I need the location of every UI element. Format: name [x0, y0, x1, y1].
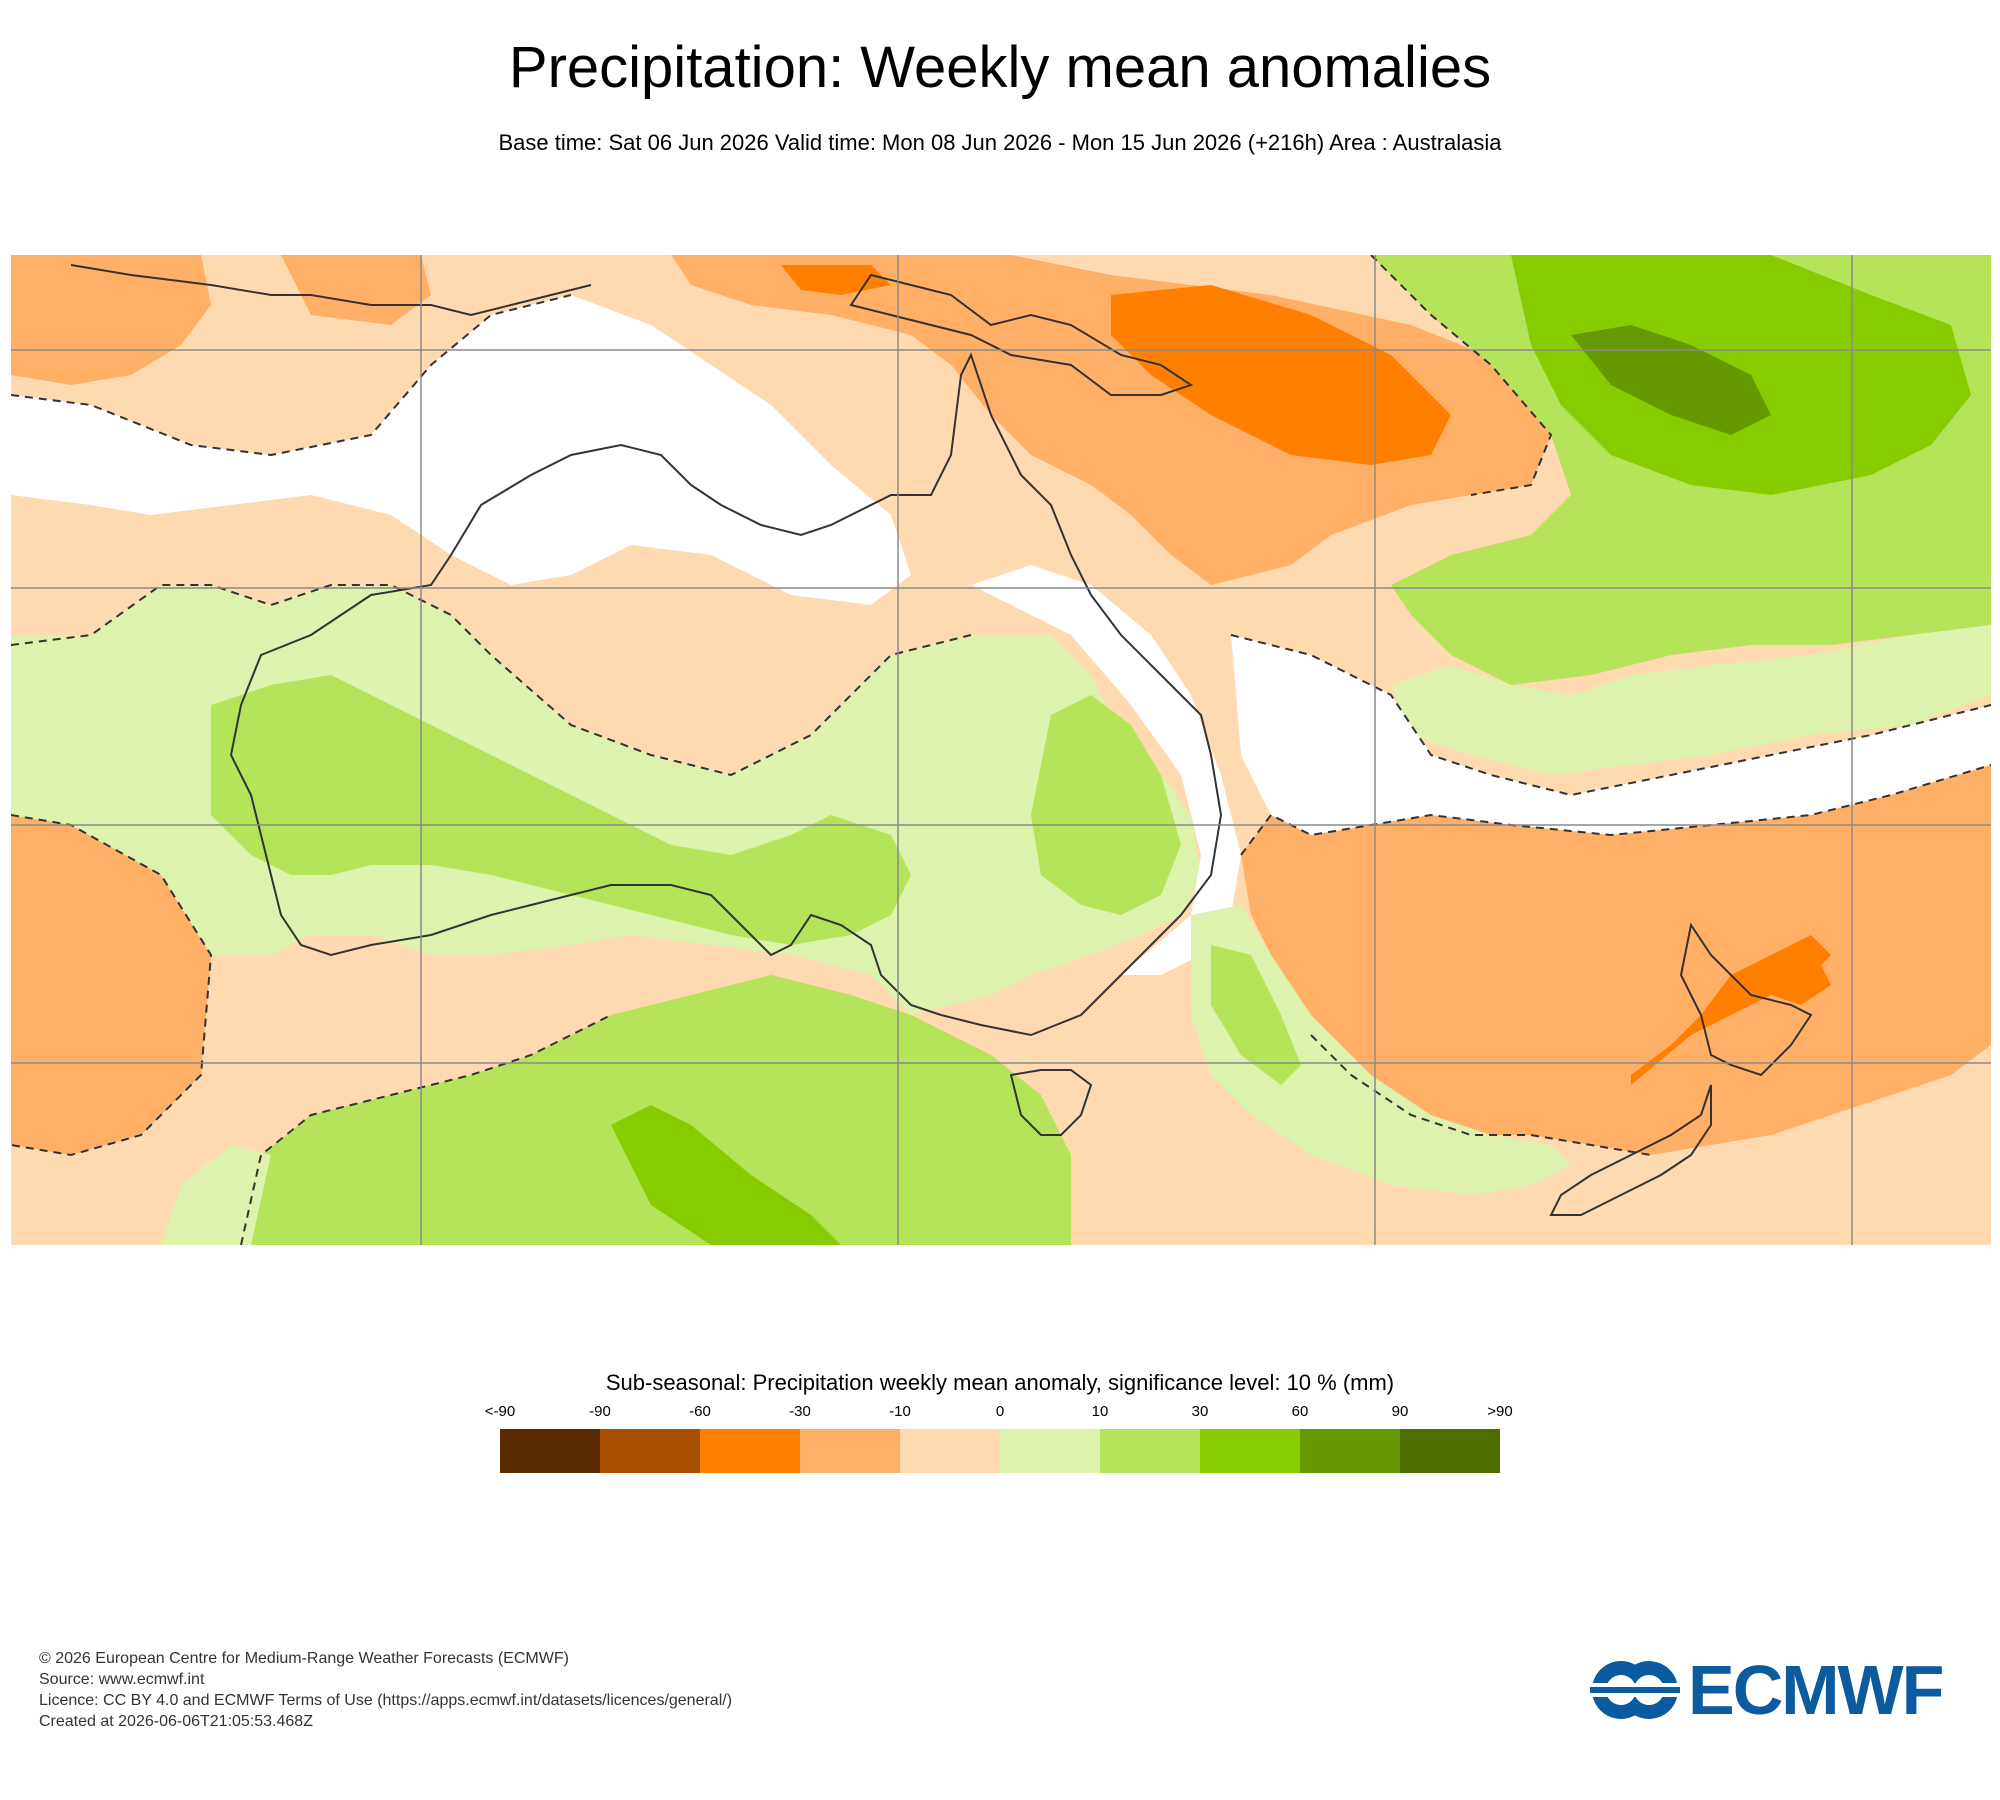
- gridlines: [11, 255, 1991, 1245]
- legend-swatch: [900, 1429, 1000, 1473]
- legend-tick-label: -30: [789, 1403, 811, 1420]
- legend-title: Sub-seasonal: Precipitation weekly mean …: [605, 1370, 1395, 1395]
- legend-swatch: [500, 1429, 600, 1473]
- copyright-text: © 2026 European Centre for Medium-Range …: [39, 1650, 569, 1667]
- legend-swatch: [1200, 1429, 1300, 1473]
- wet-weak-south: [161, 1145, 271, 1245]
- wet-strong-south: [611, 1105, 841, 1245]
- dry-strong-png: [1111, 285, 1451, 465]
- legend-tick-label: 10: [1091, 1403, 1109, 1420]
- dry-moderate-tasman: [1241, 765, 1991, 1155]
- coastline-nz-north: [1679, 922, 1813, 1077]
- legend-tick-label: -10: [889, 1403, 911, 1420]
- legend-swatch: [1300, 1429, 1400, 1473]
- neutral-north: [11, 295, 911, 605]
- wet-weak-ne: [1391, 625, 1991, 775]
- dry-strong-nz2: [1771, 945, 1831, 1005]
- legend-swatch: [1100, 1429, 1200, 1473]
- legend-swatch: [700, 1429, 800, 1473]
- legend-tick-label: -90: [589, 1403, 611, 1420]
- licence-text: Licence: CC BY 4.0 and ECMWF Terms of Us…: [39, 1692, 733, 1709]
- coastline-tasmania: [1009, 1069, 1093, 1136]
- coastline-indonesia: [70, 264, 592, 317]
- ecmwf-logo-icon: [1590, 1661, 1680, 1719]
- wet-moderate-se: [1211, 945, 1301, 1085]
- legend-tick-label: <-90: [484, 1403, 516, 1420]
- coastline-australia: [229, 352, 1223, 1037]
- dry-moderate-west: [11, 815, 211, 1155]
- legend-swatches: [500, 1429, 1500, 1473]
- anomaly-map[interactable]: [11, 255, 1991, 1245]
- colorbar-legend: <-90 -90 -60 -30 -10 0 10 30 60 90 >90: [485, 1403, 1513, 1473]
- dry-moderate-north-top: [281, 255, 431, 325]
- coastline-png: [849, 273, 1194, 396]
- legend-tick-label: 30: [1191, 1403, 1209, 1420]
- wet-moderate-east-aus: [1031, 695, 1181, 915]
- legend-swatch: [1000, 1429, 1100, 1473]
- page-title: Precipitation: Weekly mean anomalies: [508, 35, 1492, 100]
- legend-swatch: [600, 1429, 700, 1473]
- page-subtitle: Base time: Sat 06 Jun 2026 Valid time: M…: [498, 130, 1502, 155]
- ecmwf-logo: ECMWF: [1590, 1651, 1970, 1729]
- wet-very-strong-ne: [1571, 325, 1771, 435]
- created-text: Created at 2026-06-06T21:05:53.468Z: [39, 1713, 313, 1730]
- legend-tick-label: >90: [1487, 1403, 1513, 1420]
- legend-swatch: [800, 1429, 900, 1473]
- wet-weak-se: [1191, 905, 1571, 1195]
- wet-moderate-central: [211, 675, 911, 945]
- coastline-nz-south: [1549, 1084, 1712, 1216]
- dry-moderate-nw: [11, 255, 211, 385]
- legend-tick-label: 60: [1291, 1403, 1309, 1420]
- ecmwf-logo-text: ECMWF: [1688, 1651, 1944, 1729]
- legend-swatch: [1400, 1429, 1500, 1473]
- legend-tick-label: -60: [689, 1403, 711, 1420]
- footer: © 2026 European Centre for Medium-Range …: [39, 1648, 732, 1732]
- legend-tick-label: 0: [995, 1403, 1005, 1420]
- neutral-tasman-north: [1231, 635, 1991, 835]
- map-svg: [11, 255, 1991, 1245]
- source-text: Source: www.ecmwf.int: [39, 1671, 205, 1688]
- legend-tick-label: 90: [1391, 1403, 1409, 1420]
